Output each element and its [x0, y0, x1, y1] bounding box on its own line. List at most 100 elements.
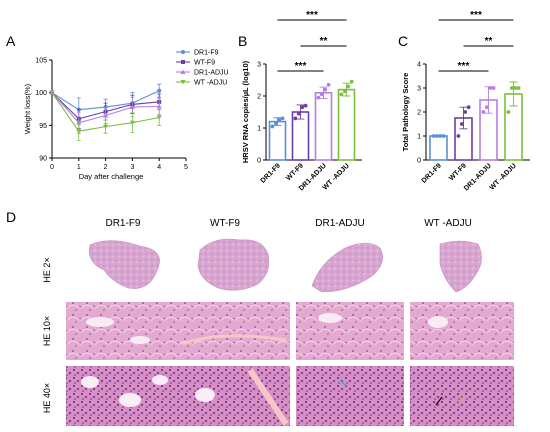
bar-point-2-1: [484, 105, 489, 110]
y-tick-label-3: 105: [35, 58, 47, 65]
histo-image-r2c1: [66, 302, 178, 360]
sig-label-2: ***: [295, 61, 307, 72]
bar-point-0-0: [270, 124, 275, 129]
histo-row-label-1: HE 2×: [42, 257, 52, 282]
bar-point-3-2: [346, 84, 351, 89]
histo-image-r1c1: [66, 234, 178, 300]
panel-label-a: A: [6, 33, 16, 49]
x-axis-label: Day after challenge: [79, 172, 144, 181]
bar-point-2-3: [491, 86, 496, 90]
x-tick-label-0: 0: [50, 164, 54, 171]
legend-label-0: DR1-F9: [194, 50, 219, 57]
histo-row-label-3: HE 40×: [42, 383, 52, 413]
x-tick-label-1: 1: [77, 164, 81, 171]
histo-image-r1c2: [178, 234, 290, 300]
legend-label-3: WT -ADJU: [194, 80, 227, 87]
panel-label-b: B: [238, 33, 247, 49]
bar-2: [314, 92, 333, 161]
series-point-3-1: [76, 129, 82, 134]
bar-point-0-0: [431, 134, 436, 138]
bar-err-1: [459, 106, 468, 130]
x-tick-label-0: DR1-F9: [421, 162, 443, 184]
bar-point-3-3: [349, 79, 354, 84]
sig-label-1: **: [485, 36, 493, 47]
histo-row-label-2: HE 10×: [42, 316, 52, 346]
histo-image-r1c4: [410, 234, 514, 300]
bar-point-1-0: [293, 116, 298, 121]
sig-label-2: ***: [458, 61, 470, 72]
bar-point-3-2: [513, 86, 518, 90]
bar-point-2-0: [481, 110, 486, 114]
sig-label-0: ***: [306, 10, 318, 21]
histo-image-r2c4: [410, 302, 514, 360]
legend-marker-3: [180, 80, 186, 85]
x-tick-label-3: WT -ADJU: [489, 162, 518, 191]
legend-marker-2: [180, 69, 186, 74]
histo-image-r3c2: [178, 366, 290, 426]
legend-marker-0: [181, 50, 185, 54]
bar-err-3: [342, 82, 351, 97]
histo-col-label-4: WT -ADJU: [424, 218, 472, 229]
weight-loss-chart: 90 95 100 105 0 1 2 3 4 5 Day after challenge Weigh…: [23, 50, 229, 182]
y-axis-label: Weight loss(%): [23, 83, 32, 134]
rna-copies-chart: 0 1 2 3 HRSV RNA copies/µL (log10) DR1-F9 WT-F…: [241, 10, 362, 192]
x-tick-label-1: WT-F9: [448, 162, 468, 182]
legend-label-2: DR1-ADJU: [194, 70, 229, 77]
bar-point-1-1: [459, 122, 464, 126]
legend-marker-1: [181, 60, 185, 64]
bar-point-0-3: [441, 134, 446, 138]
bar-point-0-1: [273, 121, 278, 126]
legend-label-1: WT-F9: [194, 60, 215, 67]
histo-col-label-3: DR1-ADJU: [315, 218, 364, 229]
bar-point-1-1: [296, 111, 301, 116]
x-tick-label-2: 2: [104, 164, 108, 171]
y-tick-label-4: 4: [417, 62, 421, 69]
series-point-2-4: [156, 103, 162, 109]
series-point-2-3: [129, 104, 135, 110]
bar-point-0-3: [280, 116, 285, 121]
x-tick-label-4: 4: [157, 164, 161, 171]
y-tick-label-2: 100: [35, 90, 47, 97]
histo-image-r2c2: [178, 302, 290, 360]
bar-point-0-2: [277, 118, 282, 122]
histo-image-r2c3: [296, 302, 404, 360]
histo-image-r1c3: [296, 234, 404, 300]
bar-point-1-3: [303, 103, 308, 108]
y-tick-label-0: 0: [417, 158, 421, 165]
bar-point-2-0: [316, 95, 321, 100]
bar-point-3-0: [339, 92, 344, 97]
panel-label-c: C: [398, 33, 408, 49]
bar-point-3-1: [509, 86, 514, 90]
histo-image-r3c3: [296, 366, 404, 426]
bar-point-1-2: [300, 105, 305, 110]
series-point-3-3: [129, 120, 135, 126]
bar-point-0-2: [438, 134, 443, 138]
x-tick-label-1: WT-F9: [285, 162, 305, 182]
panel-label-d: D: [6, 209, 16, 225]
histo-col-label-2: WT-F9: [210, 218, 240, 229]
y-tick-label-3: 3: [257, 62, 261, 69]
series-point-3-4: [156, 115, 162, 120]
bar-point-1-2: [463, 110, 468, 114]
bar-point-3-0: [506, 110, 511, 114]
bar-err-3: [509, 81, 518, 107]
x-tick-label-0: DR1-F9: [260, 162, 282, 184]
y-tick-label-0: 0: [257, 158, 261, 165]
histo-image-r3c1: [66, 366, 178, 426]
bar-point-3-1: [342, 89, 347, 94]
bar-point-1-3: [466, 105, 471, 110]
series-point-3-0: [49, 90, 55, 96]
y-tick-label-0: 90: [39, 156, 47, 163]
histology-grid: DR1-F9 WT-F9 DR1-ADJU WT -ADJU HE 2× HE …: [42, 218, 514, 426]
bar-point-2-3: [326, 82, 331, 87]
x-tick-label-3: 3: [130, 164, 134, 171]
y-tick-label-1: 1: [417, 134, 421, 141]
sig-label-1: **: [320, 36, 328, 47]
bar-3: [337, 88, 356, 161]
bar-0: [429, 135, 448, 161]
series-point-3-2: [103, 124, 109, 130]
y-tick-label-3: 3: [417, 86, 421, 93]
histo-col-label-1: DR1-F9: [105, 218, 140, 229]
